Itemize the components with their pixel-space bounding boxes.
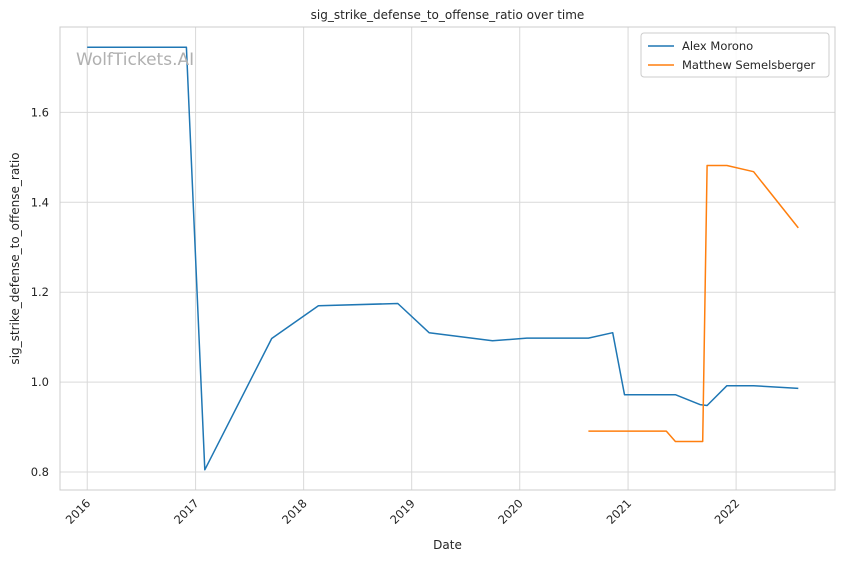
y-tick-label: 1.0 <box>31 375 49 389</box>
y-tick-label: 1.4 <box>31 195 49 209</box>
x-tick-label: 2018 <box>279 496 310 527</box>
series-line-matthew-semelsberger <box>588 164 799 443</box>
legend-label: Alex Morono <box>682 39 753 53</box>
x-tick-labels: 2016 2017 2018 2019 2020 2021 2022 <box>63 496 742 527</box>
x-tick-label: 2020 <box>495 496 526 527</box>
series-lines <box>87 46 799 471</box>
y-tick-label: 0.8 <box>31 465 49 479</box>
chart-title: sig_strike_defense_to_offense_ratio over… <box>311 8 585 22</box>
legend: Alex Morono Matthew Semelsberger <box>640 32 830 78</box>
watermark-text: WolfTickets.AI <box>76 50 194 70</box>
x-tick-label: 2022 <box>712 496 743 527</box>
y-tick-label: 1.2 <box>31 285 49 299</box>
plot-area-frame <box>59 26 836 491</box>
y-axis-label: sig_strike_defense_to_offense_ratio <box>8 152 22 364</box>
x-axis-label: Date <box>433 538 462 552</box>
grid-lines <box>60 27 835 490</box>
y-tick-labels: 0.8 1.0 1.2 1.4 1.6 <box>31 105 49 479</box>
x-tick-label: 2017 <box>171 496 202 527</box>
legend-box <box>640 32 830 78</box>
series-line-alex-morono <box>87 46 799 471</box>
x-tick-label: 2016 <box>63 496 94 527</box>
x-tick-label: 2021 <box>604 496 635 527</box>
y-tick-label: 1.6 <box>31 105 49 119</box>
x-tick-label: 2019 <box>387 496 418 527</box>
legend-label: Matthew Semelsberger <box>682 58 816 72</box>
